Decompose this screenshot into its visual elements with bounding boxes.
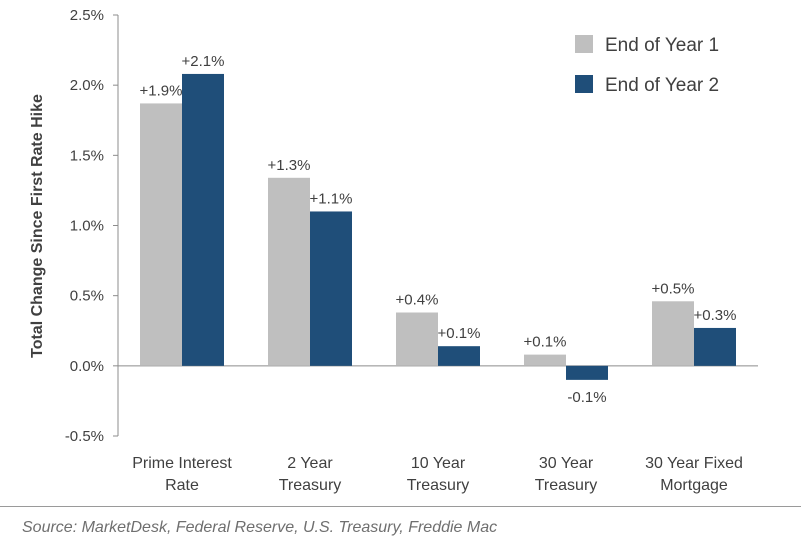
bar-year1	[140, 103, 182, 366]
y-tick-label: 2.5%	[70, 7, 104, 24]
x-tick-label: 30 Year	[539, 455, 594, 472]
y-tick-label: -0.5%	[65, 428, 104, 445]
data-label: +0.1%	[438, 325, 481, 342]
axes: -0.5% 0.0% 0.5% 1.0% 1.5% 2.0% 2.5% Prime Inter…	[65, 7, 758, 494]
x-tick-label: 30 Year Fixed	[645, 455, 743, 472]
bar-year1	[396, 312, 438, 366]
legend-label: End of Year 2	[605, 75, 719, 96]
legend: End of Year 1 End of Year 2	[575, 35, 719, 96]
data-labels: +1.9% +2.1% +1.3% +1.1% +0.4% +0.1% +0.1% -0.1%…	[140, 53, 737, 406]
data-label: +0.3%	[694, 307, 737, 324]
bar-year1	[524, 354, 566, 366]
x-tick-label: 2 Year	[287, 455, 333, 472]
legend-swatch	[575, 75, 593, 93]
bar-year2	[694, 327, 736, 366]
y-tick-label: 1.0%	[70, 218, 104, 235]
legend-label: End of Year 1	[605, 35, 719, 56]
y-tick-label: 0.0%	[70, 358, 104, 375]
bar-year2	[182, 73, 224, 366]
x-tick-label: Treasury	[535, 477, 598, 494]
bar-year2	[566, 365, 608, 380]
bar-year2	[310, 211, 352, 366]
bar-year1	[652, 301, 694, 366]
bar-year2	[438, 346, 480, 366]
data-label: +0.4%	[396, 292, 439, 309]
data-label: +0.5%	[652, 280, 695, 297]
y-axis-label: Total Change Since First Rate Hike	[29, 94, 46, 358]
data-label: +2.1%	[182, 53, 225, 70]
footer-divider	[0, 506, 801, 507]
bar-year1	[268, 177, 310, 366]
data-label: +0.1%	[524, 334, 567, 351]
bar-chart: -0.5% 0.0% 0.5% 1.0% 1.5% 2.0% 2.5% Prime Inter…	[29, 7, 758, 494]
data-label: +1.9%	[140, 82, 183, 99]
data-label: +1.3%	[268, 157, 311, 174]
y-tick-label: 0.5%	[70, 288, 104, 305]
data-label: +1.1%	[310, 190, 353, 207]
bars	[140, 73, 736, 380]
x-tick-label: Treasury	[407, 477, 470, 494]
y-tick-label: 2.0%	[70, 77, 104, 94]
x-tick-label: 10 Year	[411, 455, 466, 472]
legend-swatch	[575, 35, 593, 53]
data-label: -0.1%	[567, 389, 606, 406]
x-tick-label: Treasury	[279, 477, 342, 494]
x-tick-label: Prime Interest	[132, 455, 232, 472]
x-tick-label: Mortgage	[660, 477, 728, 494]
x-tick-label: Rate	[165, 477, 199, 494]
y-tick-label: 1.5%	[70, 147, 104, 164]
source-note: Source: MarketDesk, Federal Reserve, U.S…	[22, 519, 498, 536]
